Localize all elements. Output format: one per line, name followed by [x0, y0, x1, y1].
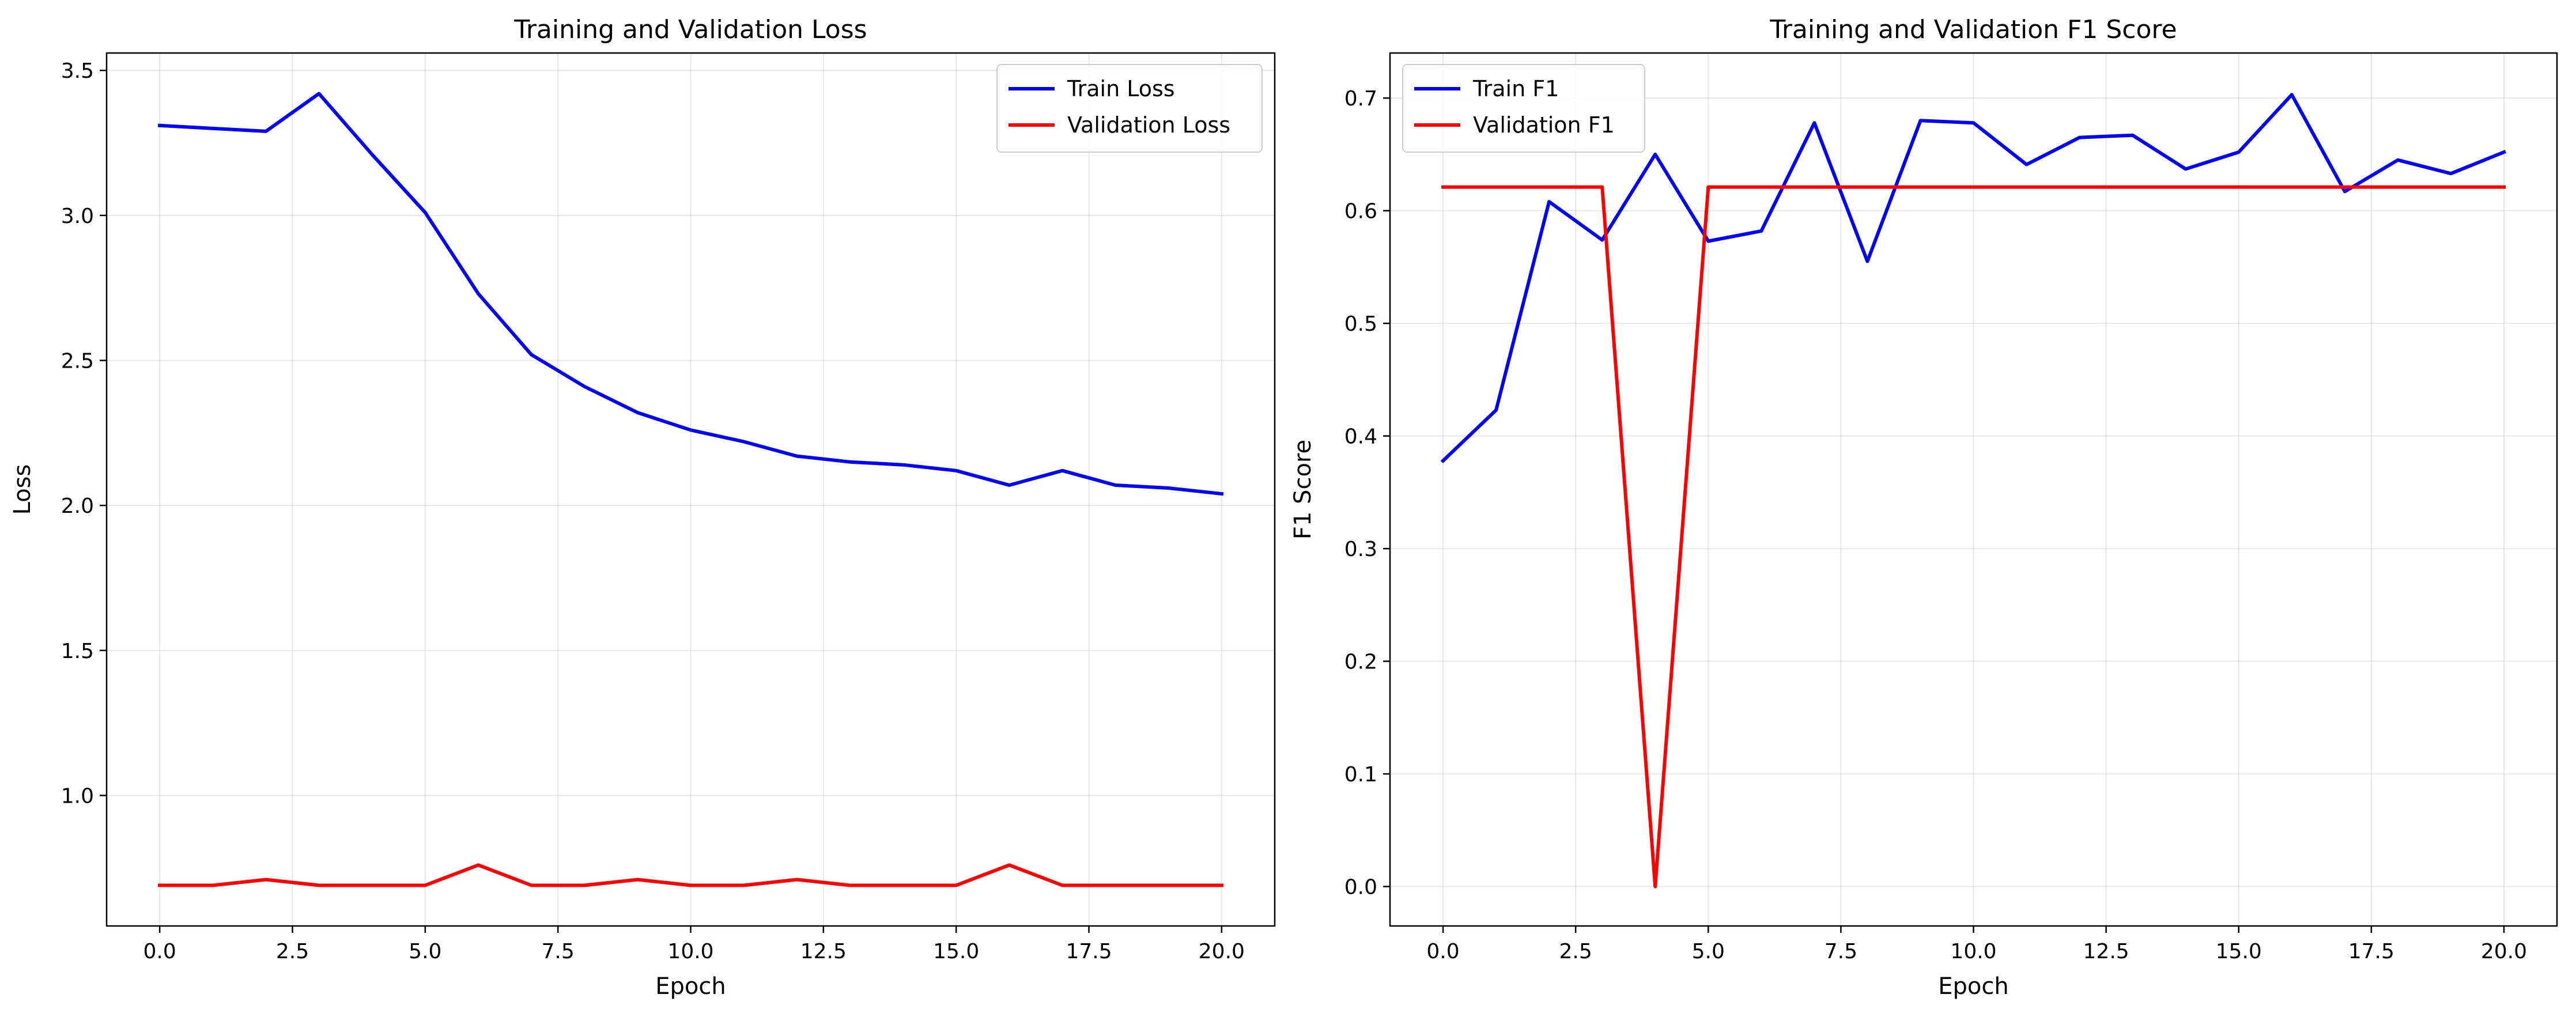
- y-tick-label: 2.0: [61, 494, 94, 518]
- data-point: [2079, 137, 2080, 138]
- y-tick-label: 0.4: [1344, 425, 1377, 449]
- x-tick-label: 5.0: [1692, 940, 1725, 963]
- data-point: [531, 885, 532, 886]
- data-point: [2291, 94, 2292, 95]
- grid-lines: [107, 53, 1275, 926]
- x-tick-label: 0.0: [1426, 940, 1459, 963]
- data-point: [1655, 886, 1656, 887]
- data-point: [1221, 885, 1222, 886]
- x-tick-label: 15.0: [933, 940, 979, 963]
- legend-label-1: Train Loss: [1067, 76, 1175, 101]
- data-point: [956, 885, 957, 886]
- x-tick-label: 17.5: [1066, 940, 1112, 963]
- legend: Train F1 Validation F1: [1402, 64, 1645, 153]
- y-tick-label: 0.0: [1344, 876, 1377, 899]
- data-point: [584, 386, 585, 387]
- data-point: [2026, 164, 2027, 165]
- x-tick-label: 20.0: [1199, 940, 1245, 963]
- data-point: [1443, 460, 1444, 461]
- data-point: [2238, 152, 2239, 153]
- data-point: [1867, 261, 1868, 262]
- legend: Train Loss Validation Loss: [996, 64, 1263, 153]
- y-tick-label: 3.0: [61, 205, 94, 228]
- x-tick-label: 10.0: [1950, 940, 1996, 963]
- legend-label-2: Validation F1: [1473, 112, 1615, 138]
- series-line-2: [158, 863, 1223, 887]
- data-point: [796, 879, 797, 880]
- legend-box: [996, 64, 1263, 153]
- data-point: [637, 879, 638, 880]
- y-tick-label: 1.5: [61, 640, 94, 663]
- y-tick-label: 0.5: [1344, 312, 1377, 336]
- data-point: [2450, 173, 2451, 174]
- data-point: [849, 885, 850, 886]
- y-tick-label: 3.5: [61, 59, 94, 83]
- y-tick-label: 1.0: [61, 785, 94, 808]
- data-point: [2344, 191, 2345, 192]
- series-line-1: [1440, 93, 2506, 463]
- data-point: [2503, 152, 2504, 153]
- data-point: [584, 885, 585, 886]
- x-tick-label: 7.5: [542, 940, 575, 963]
- data-point: [1062, 470, 1063, 471]
- chart-title: Training and Validation Loss: [513, 15, 867, 44]
- x-tick-label: 15.0: [2216, 940, 2262, 963]
- x-tick-label: 2.5: [276, 940, 309, 963]
- data-point: [1168, 885, 1169, 886]
- data-point: [531, 354, 532, 355]
- chart-panel-1: 0.0 2.5 5.0 7.5 10.0 12.5 15.0 17.5 20.0 1.0 1.5 2.…: [9, 15, 1276, 1000]
- x-tick-label: 2.5: [1559, 940, 1592, 963]
- data-point: [1062, 885, 1063, 886]
- x-axis-label: Epoch: [1938, 973, 2008, 1000]
- x-tick-label: 12.5: [2083, 940, 2129, 963]
- x-tick-label: 20.0: [2481, 940, 2527, 963]
- x-tick-label: 5.0: [409, 940, 441, 963]
- grid-lines: [1390, 53, 2557, 926]
- data-point: [690, 885, 691, 886]
- series-line-1: [157, 92, 1224, 496]
- data-point: [903, 464, 904, 465]
- data-point: [1761, 230, 1762, 231]
- legend-label-2: Validation Loss: [1067, 112, 1230, 138]
- y-tick-label: 0.6: [1344, 200, 1377, 224]
- data-point: [1920, 120, 1921, 121]
- data-point: [1115, 885, 1116, 886]
- y-tick-label: 0.7: [1344, 87, 1377, 111]
- x-tick-label: 7.5: [1825, 940, 1857, 963]
- chart-panel-2: 0.0 2.5 5.0 7.5 10.0 12.5 15.0 17.5 20.0 0.0 0.1 0.…: [1290, 15, 2558, 1000]
- data-point: [903, 885, 904, 886]
- legend-box: [1402, 64, 1645, 153]
- series-line-2: [1441, 185, 2506, 889]
- y-tick-label: 0.3: [1344, 538, 1377, 561]
- x-tick-label: 0.0: [143, 940, 176, 963]
- x-tick-label: 12.5: [800, 940, 847, 963]
- x-axis-label: Epoch: [655, 973, 726, 1000]
- chart-title: Training and Validation F1 Score: [1769, 15, 2177, 44]
- y-axis-label: Loss: [9, 464, 36, 515]
- y-tick-label: 0.2: [1344, 651, 1377, 674]
- data-point: [956, 470, 957, 471]
- x-tick-label: 17.5: [2348, 940, 2394, 963]
- y-tick-label: 2.5: [61, 350, 94, 373]
- data-point: [1168, 487, 1169, 488]
- y-tick-label: 0.1: [1344, 763, 1377, 787]
- x-tick-label: 10.0: [667, 940, 713, 963]
- data-point: [743, 885, 744, 886]
- data-point: [743, 441, 744, 442]
- legend-label-1: Train F1: [1472, 76, 1559, 101]
- y-axis-label: F1 Score: [1290, 440, 1316, 539]
